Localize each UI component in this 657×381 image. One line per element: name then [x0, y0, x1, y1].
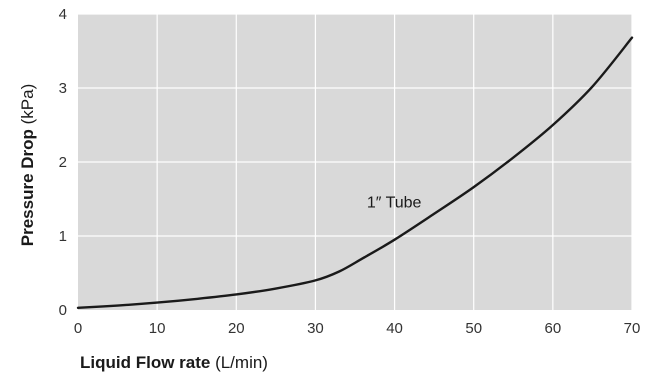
x-tick-label: 70	[624, 320, 641, 337]
y-axis-label: Pressure Drop (kPa)	[18, 84, 37, 247]
series-line	[76, 36, 634, 309]
x-axis-ticks: 0 10 20 30 40 50 60 70	[74, 320, 641, 337]
x-tick-label: 20	[228, 320, 245, 337]
x-axis-label: Liquid Flow rate (L/min)	[80, 353, 268, 372]
y-axis-ticks: 0 1 2 3 4	[59, 6, 67, 319]
y-tick-label: 2	[59, 154, 67, 171]
x-axis-label-unit: (L/min)	[210, 353, 268, 372]
y-tick-label: 0	[59, 302, 67, 319]
x-tick-label: 10	[149, 320, 166, 337]
y-tick-label: 1	[59, 228, 67, 245]
x-tick-label: 40	[386, 320, 403, 337]
grid-lines	[78, 13, 633, 310]
x-tick-label: 30	[307, 320, 324, 337]
x-tick-label: 0	[74, 320, 82, 337]
y-axis-label-unit: (kPa)	[18, 84, 37, 129]
series-layer: 1″ Tube	[76, 36, 634, 309]
y-tick-label: 4	[59, 6, 67, 23]
x-tick-label: 60	[545, 320, 562, 337]
x-axis-label-main: Liquid Flow rate	[80, 353, 210, 372]
series-annotation: 1″ Tube	[367, 195, 422, 212]
y-tick-label: 3	[59, 80, 67, 97]
y-axis-label-main: Pressure Drop	[18, 129, 37, 246]
x-tick-label: 50	[465, 320, 482, 337]
